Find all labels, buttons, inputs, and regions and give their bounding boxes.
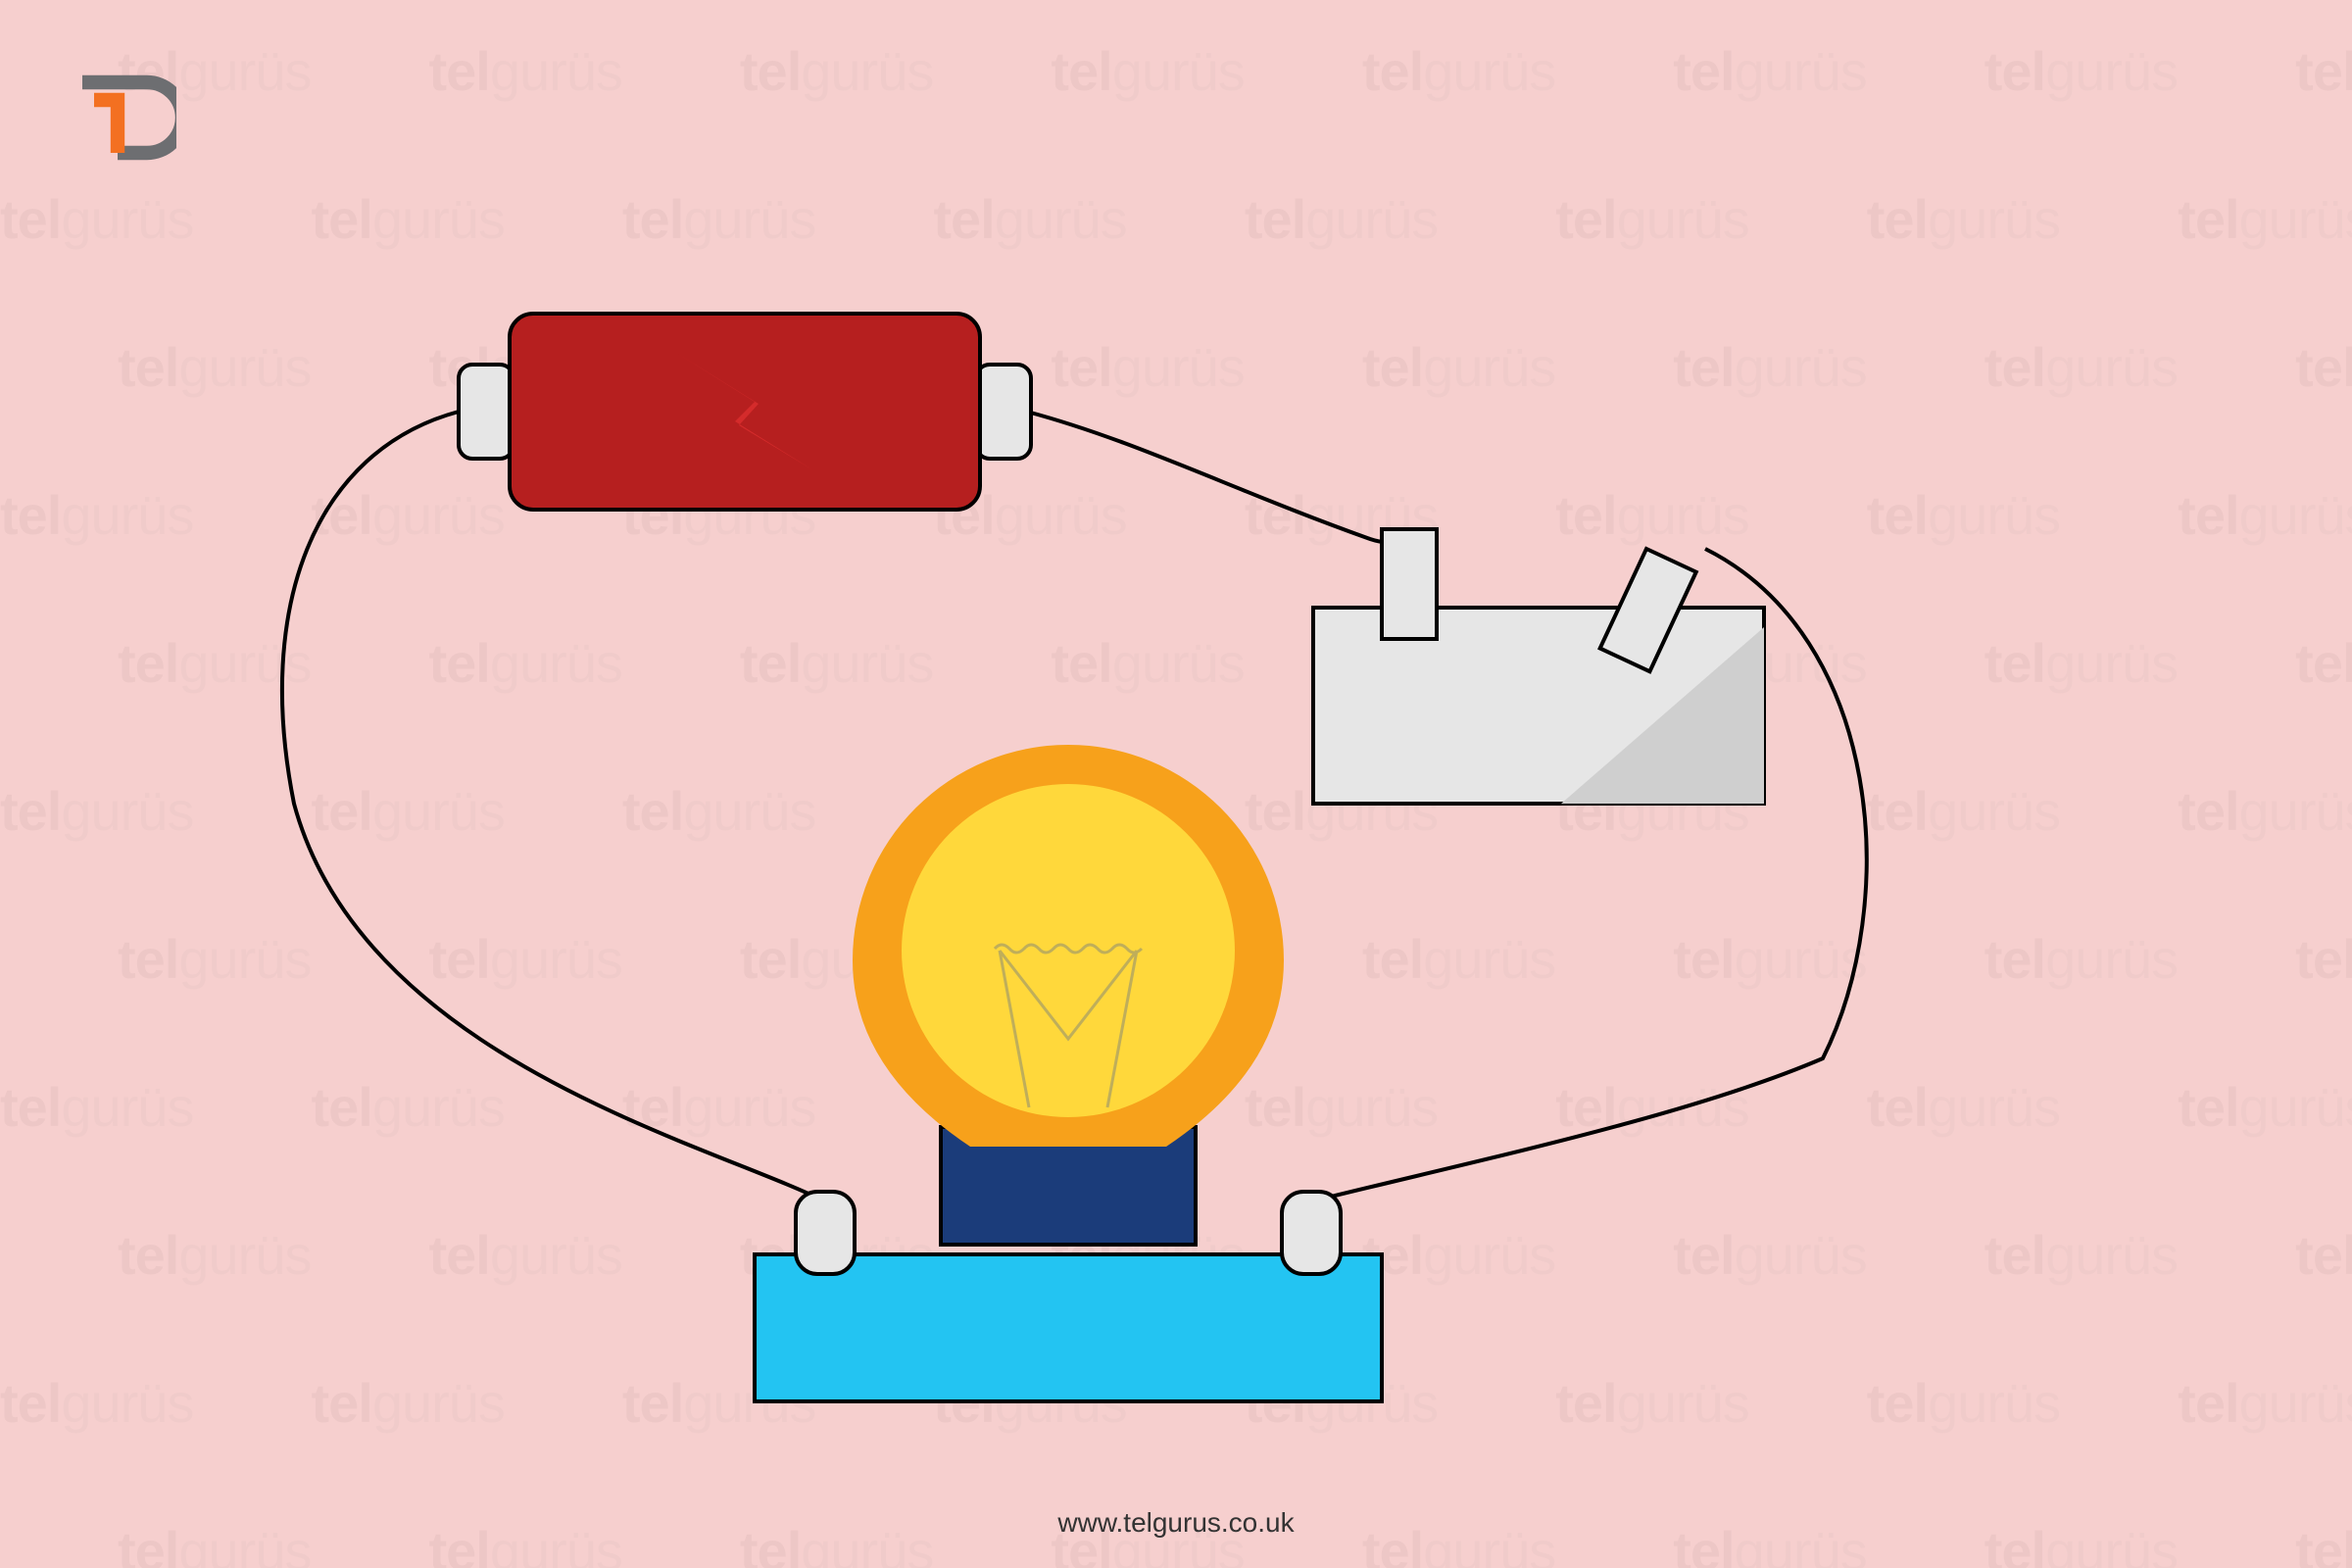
light-bulb	[755, 745, 1382, 1401]
switch	[1313, 529, 1764, 804]
circuit-diagram	[0, 0, 2352, 1568]
battery	[459, 314, 1031, 510]
diagram-canvas: telgurüstelgurüstelgurüstelgurüstelgurüs…	[0, 0, 2352, 1568]
footer-url: www.telgurus.co.uk	[1057, 1507, 1294, 1539]
